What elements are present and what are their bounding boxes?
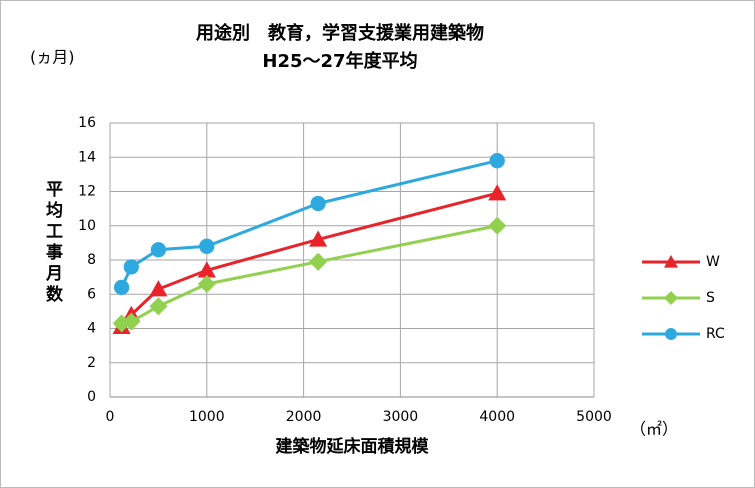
- chart-subtitle: H25～27年度平均: [262, 50, 417, 72]
- marker: [488, 216, 507, 235]
- x-tick-label: 2000: [286, 409, 322, 425]
- marker: [197, 274, 216, 293]
- y-tick-label: 6: [87, 286, 96, 302]
- marker: [664, 291, 678, 305]
- x-axis-title: 建築物延床面積規模: [276, 436, 430, 457]
- y-tick-label: 14: [78, 149, 96, 165]
- marker: [309, 252, 328, 271]
- marker: [149, 297, 168, 316]
- x-tick-label: 3000: [383, 409, 419, 425]
- marker: [149, 280, 168, 297]
- marker: [197, 261, 216, 278]
- marker: [664, 255, 678, 268]
- marker: [310, 195, 326, 212]
- marker: [309, 230, 328, 247]
- marker: [665, 328, 677, 340]
- x-tick-label: 1000: [189, 409, 225, 425]
- y-unit: (ヵ月): [30, 48, 75, 67]
- y-tick-label: 16: [78, 115, 96, 131]
- y-tick-label: 2: [87, 355, 96, 371]
- marker: [122, 312, 141, 331]
- marker: [489, 153, 505, 169]
- marker: [113, 279, 130, 296]
- marker: [488, 184, 507, 201]
- marker: [123, 259, 139, 275]
- y-axis-title: 平均工事月数: [42, 180, 62, 306]
- chart-title: 用途別 教育，学習支援業用建築物: [196, 22, 484, 44]
- x-tick-label: 0: [106, 409, 115, 425]
- marker: [150, 242, 167, 258]
- legend-label: W: [706, 254, 720, 270]
- y-tick-label: 12: [78, 184, 96, 200]
- y-tick-label: 0: [87, 389, 96, 405]
- legend-label: RC: [706, 326, 725, 342]
- x-tick-label: 4000: [479, 409, 515, 425]
- marker: [199, 238, 215, 254]
- x-tick-label: 5000: [576, 409, 612, 425]
- x-unit: （㎡）: [630, 420, 678, 439]
- y-tick-label: 8: [87, 252, 96, 268]
- y-tick-label: 10: [78, 218, 96, 234]
- legend-label: S: [706, 290, 715, 306]
- y-tick-label: 4: [87, 321, 96, 337]
